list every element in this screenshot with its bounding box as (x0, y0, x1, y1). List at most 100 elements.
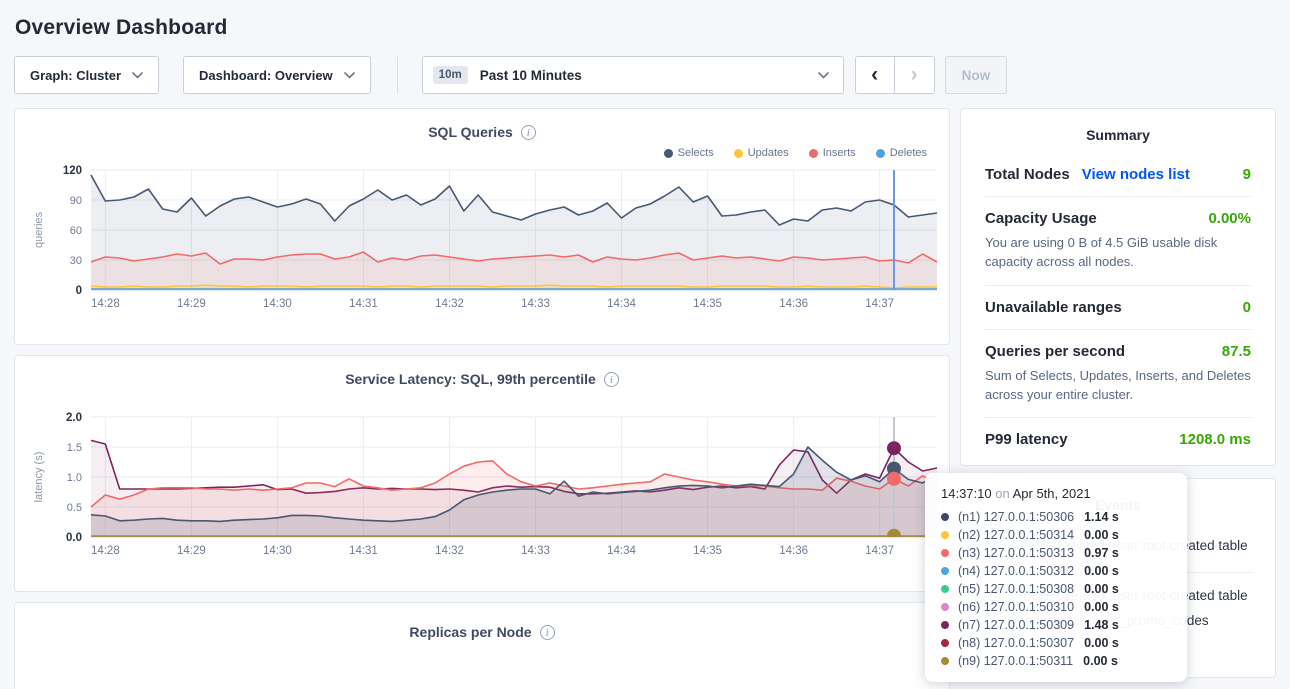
summary-row: Queries per second87.5Sum of Selects, Up… (985, 329, 1251, 418)
tooltip-node-value: 0.00 s (1084, 582, 1119, 596)
y-tick-label: 90 (70, 195, 82, 207)
x-tick-label: 14:30 (263, 545, 292, 557)
tooltip-node-value: 0.00 s (1084, 528, 1119, 542)
tooltip-date: Apr 5th, 2021 (1013, 486, 1091, 501)
tooltip-node-value: 0.97 s (1084, 546, 1119, 560)
x-tick-label: 14:31 (349, 545, 378, 557)
summary-title: Summary (985, 127, 1251, 143)
legend-dot-icon (876, 149, 885, 158)
x-tick-label: 14:32 (435, 298, 464, 310)
y-tick-label: 0 (76, 285, 82, 297)
controls-divider (397, 57, 398, 94)
tooltip-node-label: (n5) 127.0.0.1:50308 (958, 582, 1074, 596)
chart-title: Replicas per Node (409, 624, 531, 640)
tooltip-node-label: (n8) 127.0.0.1:50307 (958, 636, 1074, 650)
legend-label: Selects (678, 147, 714, 159)
y-axis-label: queries (33, 211, 45, 248)
chart-title: Service Latency: SQL, 99th percentile (345, 371, 596, 387)
now-button-label: Now (962, 68, 991, 83)
node-color-dot-icon (941, 621, 949, 629)
time-range-current: 10m Past 10 Minutes (433, 66, 582, 84)
now-button[interactable]: Now (945, 56, 1008, 94)
time-pager: ‹ › (855, 56, 935, 94)
sql-queries-chart[interactable]: 030609012014:2814:2914:3014:3114:3214:33… (31, 164, 945, 314)
y-tick-label: 60 (70, 225, 82, 237)
tooltip-row: (n3) 127.0.0.1:503130.97 s (941, 544, 1171, 562)
graph-dropdown[interactable]: Graph: Cluster (14, 56, 159, 94)
summary-row-value: 87.5 (1222, 343, 1251, 360)
legend-item[interactable]: Deletes (876, 147, 927, 159)
time-range-label: Past 10 Minutes (480, 68, 582, 83)
summary-row-description: Sum of Selects, Updates, Inserts, and De… (985, 367, 1251, 405)
tooltip-on: on (995, 486, 1009, 501)
tooltip-node-value: 0.00 s (1084, 564, 1119, 578)
tooltip-row: (n8) 127.0.0.1:50307 0.00 s (941, 634, 1171, 652)
x-tick-label: 14:36 (779, 298, 808, 310)
tooltip-row: (n4) 127.0.0.1:50312 0.00 s (941, 562, 1171, 580)
tooltip-node-value: 0.00 s (1084, 600, 1119, 614)
y-tick-label: 1.0 (67, 472, 82, 484)
legend-label: Inserts (823, 147, 856, 159)
tooltip-node-value: 1.48 s (1084, 618, 1119, 632)
info-icon[interactable]: i (521, 125, 536, 140)
tooltip-row: (n9) 127.0.0.1:503110.00 s (941, 652, 1171, 670)
chevron-down-icon (344, 72, 355, 79)
node-color-dot-icon (941, 513, 949, 521)
charts-column: SQL Queries i Selects Updates Inserts Delet… (14, 108, 950, 689)
tooltip-node-value: 0.00 s (1083, 654, 1118, 668)
summary-row-value: 0.00% (1208, 210, 1251, 227)
sql-queries-panel: SQL Queries i Selects Updates Inserts Delet… (14, 108, 950, 345)
summary-row-label: P99 latency (985, 431, 1068, 448)
x-tick-label: 14:35 (693, 298, 722, 310)
tooltip-node-value: 1.14 s (1084, 510, 1119, 524)
x-tick-label: 14:33 (521, 545, 550, 557)
x-tick-label: 14:32 (435, 545, 464, 557)
node-color-dot-icon (941, 585, 949, 593)
x-tick-label: 14:29 (177, 545, 206, 557)
summary-row: Unavailable ranges0 (985, 285, 1251, 329)
node-color-dot-icon (941, 639, 949, 647)
view-nodes-list-link[interactable]: View nodes list (1082, 166, 1190, 183)
summary-row: Capacity Usage0.00%You are using 0 B of … (985, 196, 1251, 285)
chart-legend (31, 391, 927, 409)
info-icon[interactable]: i (540, 625, 555, 640)
tooltip-node-value: 0.00 s (1084, 636, 1119, 650)
graph-dropdown-label: Graph: Cluster (30, 68, 121, 83)
x-tick-label: 14:33 (521, 298, 550, 310)
x-tick-label: 14:37 (865, 298, 894, 310)
time-range-badge: 10m (433, 66, 468, 84)
legend-item[interactable]: Selects (664, 147, 714, 159)
next-time-button[interactable]: › (895, 56, 935, 94)
summary-panel: Summary Total NodesView nodes list9Capac… (960, 108, 1276, 466)
summary-row-label: Total Nodes (985, 166, 1070, 183)
node-color-dot-icon (941, 567, 949, 575)
x-tick-label: 14:34 (607, 545, 636, 557)
summary-row: P99 latency1208.0 ms (985, 417, 1251, 461)
service-latency-chart[interactable]: 0.00.51.01.52.014:2814:2914:3014:3114:32… (31, 411, 945, 561)
y-tick-label: 0.0 (66, 532, 82, 544)
summary-row-label: Unavailable ranges (985, 299, 1122, 316)
legend-item[interactable]: Inserts (809, 147, 856, 159)
y-tick-label: 2.0 (66, 412, 82, 424)
legend-label: Deletes (890, 147, 927, 159)
chart-title: SQL Queries (428, 124, 513, 140)
info-icon[interactable]: i (604, 372, 619, 387)
time-range-selector[interactable]: 10m Past 10 Minutes (422, 56, 844, 94)
chevron-right-icon: › (911, 63, 918, 87)
dashboard-dropdown[interactable]: Dashboard: Overview (183, 56, 371, 94)
legend-item[interactable]: Updates (734, 147, 789, 159)
chart-legend: Selects Updates Inserts Deletes (31, 144, 927, 162)
tooltip-node-label: (n4) 127.0.0.1:50312 (958, 564, 1074, 578)
chevron-left-icon: ‹ (871, 63, 878, 87)
tooltip-row: (n7) 127.0.0.1:503091.48 s (941, 616, 1171, 634)
x-tick-label: 14:37 (865, 545, 894, 557)
y-tick-label: 30 (70, 255, 82, 267)
page-title: Overview Dashboard (0, 0, 1290, 40)
tooltip-time: 14:37:10 (941, 486, 992, 501)
prev-time-button[interactable]: ‹ (855, 56, 895, 94)
dashboard-dropdown-label: Dashboard: Overview (199, 68, 333, 83)
chevron-down-icon (818, 72, 829, 79)
x-tick-label: 14:31 (349, 298, 378, 310)
chevron-down-icon (132, 72, 143, 79)
x-tick-label: 14:29 (177, 298, 206, 310)
